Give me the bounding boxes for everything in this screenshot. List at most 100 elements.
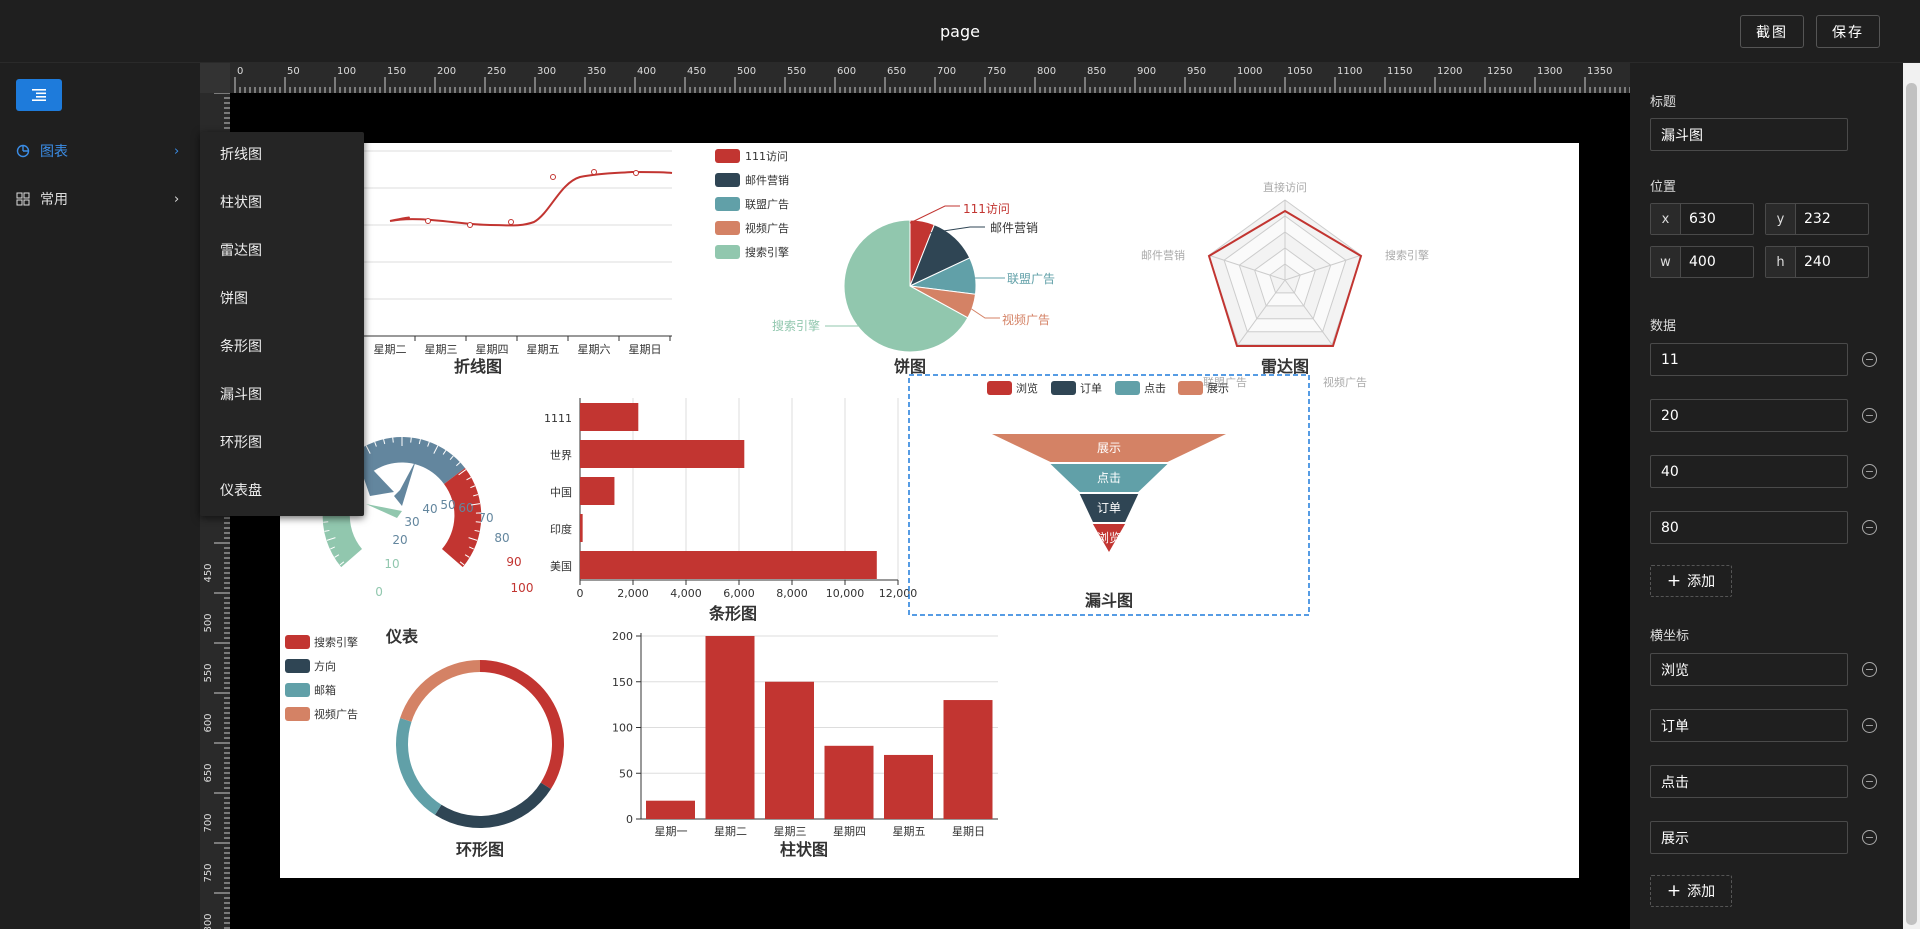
page-scrollbar[interactable] [1903,63,1920,929]
pie-label: 联盟广告 [1007,272,1055,286]
radar-indicator: 视频广告 [1323,375,1367,389]
save-button[interactable]: 保存 [1816,15,1880,48]
ruler-label: 1250 [1487,66,1512,77]
y-input[interactable]: y 232 [1765,203,1869,235]
add-data-button[interactable]: + 添加 [1650,565,1732,597]
menu-toggle-button[interactable] [16,79,62,111]
submenu-item[interactable]: 雷达图 [220,243,262,259]
ruler-label: 550 [787,66,806,77]
x-tick-label: 星期二 [714,825,747,838]
line-series [389,170,673,227]
remove-icon[interactable]: − [1862,408,1877,423]
selection-box [908,374,1310,616]
y-tick-label: 1111 [544,412,572,425]
add-label: 添加 [1687,574,1716,590]
radar-indicator: 邮件营销 [1141,248,1185,262]
gauge-pointer [354,450,394,496]
vertical-bar-chart[interactable]: 0 50 100 150 200 星期一 星期二 星期三 星期四 星期五 星期日 柱状图 [612,630,998,859]
x-tick-label: 4,000 [670,587,702,600]
funnel-segment [1050,464,1168,492]
ruler-label: 150 [387,66,406,77]
w-input[interactable]: w 400 [1650,246,1754,278]
gauge-tick-label: 50 [440,498,455,512]
bar-v-chart-title: 柱状图 [780,840,828,859]
w-value: 400 [1689,254,1716,270]
radar-indicator: 联盟广告 [1203,376,1247,389]
scrollbar-thumb[interactable] [1906,83,1917,925]
legend-label: 方向 [314,659,336,673]
axis-value-input[interactable]: 浏览 [1650,653,1848,686]
axis-value-input[interactable]: 点击 [1650,765,1848,798]
page-title: page [940,22,980,41]
ruler-label: 450 [203,563,214,582]
axis-value-input[interactable]: 展示 [1650,821,1848,854]
y-tick-label: 200 [612,630,633,643]
submenu-item[interactable]: 柱状图 [220,195,262,211]
axis-value-input[interactable]: 订单 [1650,709,1848,742]
remove-icon[interactable]: − [1862,830,1877,845]
ruler-label: 850 [1087,66,1106,77]
ruler-label: 700 [937,66,956,77]
legend-label: 搜索引擎 [745,245,789,259]
ring-segment [480,660,564,790]
w-prefix: w [1651,247,1681,277]
submenu-item[interactable]: 折线图 [220,147,262,163]
data-value-input[interactable]: 40 [1650,455,1848,488]
h-input[interactable]: h 240 [1765,246,1869,278]
canvas-area: 0 50 100 150 200 250 300 350 400 450 500 550 600 650 7… [200,63,1630,929]
horizontal-bar-chart[interactable]: 0 2,000 4,000 6,000 8,000 10,000 12,000 1111 世界… [544,398,917,623]
remove-icon[interactable]: − [1862,520,1877,535]
remove-icon[interactable]: − [1862,464,1877,479]
horizontal-ruler: 0 50 100 150 200 250 300 350 400 450 500 550 600 650 7… [230,63,1630,93]
x-tick-label: 星期四 [476,343,509,356]
plus-icon: + [1666,571,1682,591]
x-input[interactable]: x 630 [1650,203,1754,235]
ruler-label: 1100 [1337,66,1362,77]
data-value-input[interactable]: 20 [1650,399,1848,432]
remove-icon[interactable]: − [1862,774,1877,789]
ruler-label: 600 [203,713,214,732]
submenu-item[interactable]: 饼图 [220,291,248,307]
legend-swatch [715,221,740,235]
data-value-input[interactable]: 80 [1650,511,1848,544]
submenu-item[interactable]: 条形图 [220,339,262,355]
add-label: 添加 [1687,884,1716,900]
ruler-label: 600 [837,66,856,77]
submenu-item[interactable]: 环形图 [220,435,262,451]
sidebar-item-charts[interactable]: 图表 › [0,133,200,169]
radar-indicator: 搜索引擎 [1385,248,1429,262]
legend-swatch [285,635,310,649]
ring-segment [396,718,442,815]
remove-icon[interactable]: − [1862,662,1877,677]
pie-label-line [825,322,881,327]
ruler-corner [200,63,230,93]
bar [705,636,755,819]
legend-label: 联盟广告 [745,198,789,211]
x-tick-label: 10,000 [826,587,865,600]
add-axis-button[interactable]: + 添加 [1650,875,1732,907]
title-input[interactable]: 漏斗图 [1650,118,1848,151]
line-chart[interactable]: 星期二 星期三 星期四 星期五 星期六 星期日 折线图 [360,150,673,376]
remove-icon[interactable]: − [1862,352,1877,367]
x-tick-label: 星期一 [655,825,688,838]
y-tick-label: 美国 [550,560,572,573]
y-prefix: y [1766,204,1796,234]
submenu-item[interactable]: 漏斗图 [220,387,262,403]
plus-icon: + [1666,881,1682,901]
ruler-label: 550 [203,663,214,682]
submenu-item[interactable]: 仪表盘 [220,483,262,499]
screenshot-button[interactable]: 截图 [1740,15,1804,48]
x-tick-label: 星期日 [629,343,662,356]
ruler-label: 500 [737,66,756,77]
gauge-tick-label: 30 [404,515,419,529]
remove-icon[interactable]: − [1862,718,1877,733]
sidebar-item-common[interactable]: 常用 › [0,181,200,217]
legend-swatch [285,659,310,673]
radar-series [1207,209,1363,347]
ruler-label: 0 [237,66,243,77]
data-value-input[interactable]: 11 [1650,343,1848,376]
